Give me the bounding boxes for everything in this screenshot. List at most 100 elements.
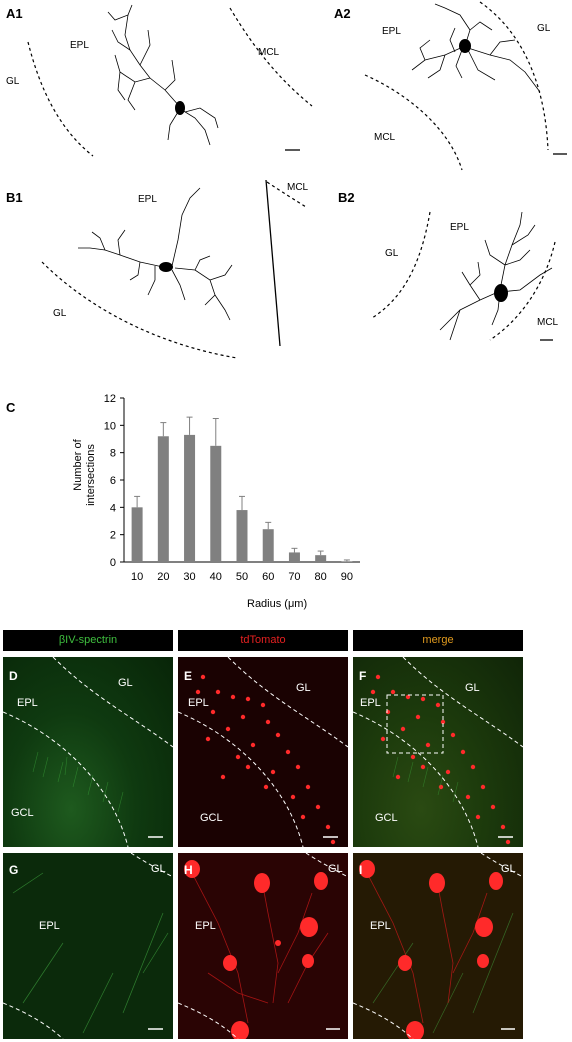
bar-chart: 0 2 4 6 8 10 12 10 20 30 40 50 60 70 80 90 [104,393,360,583]
y-tick-label: 2 [110,530,116,542]
labeled-cell [370,689,376,695]
bar [236,510,248,562]
labeled-cell [210,709,216,715]
region-label: EPL [382,26,401,37]
panel-letter: H [184,863,193,877]
panel-letter: E [184,669,193,683]
panel-letter: A2 [334,6,351,21]
labeled-cell [385,709,391,715]
x-tick-label: 20 [157,571,169,583]
labeled-cell [235,754,241,760]
y-tick-label: 0 [110,557,116,569]
panel-letter: A1 [6,6,23,21]
labeled-cell [490,804,496,810]
region-label: GL [465,682,480,694]
labeled-cell [195,689,201,695]
bar [157,436,169,562]
micrograph-h: H EPL GL [178,853,348,1039]
region-label: EPL [138,194,157,205]
region-label: EPL [360,697,381,709]
region-label: EPL [195,920,216,932]
labeled-cell [435,702,441,708]
labeled-cell [420,696,426,702]
region-label: GL [296,682,311,694]
labeled-cell [380,736,386,742]
micrograph-d: D EPL GL GCL [3,657,173,847]
labeled-cell [260,702,266,708]
x-tick-label: 50 [236,571,248,583]
labeled-cell [245,764,251,770]
labeled-cell [420,764,426,770]
region-label: GL [385,248,399,259]
labeled-cell [305,784,311,790]
region-label: GCL [375,812,398,824]
x-tick-label: 60 [262,571,274,583]
micrograph-i: I EPL GL [353,853,523,1039]
labeled-cell [440,719,446,725]
header-merge: merge [353,630,523,651]
bar [184,434,196,562]
x-tick-label: 40 [210,571,222,583]
labeled-cell [325,824,331,830]
labeled-cell [460,749,466,755]
labeled-cell [505,839,511,845]
labeled-cell [240,714,246,720]
header-bivspectrin: βIV-spectrin [3,630,173,651]
bar [210,445,222,562]
labeled-cell [400,726,406,732]
bar [315,555,327,562]
labeled-cell [263,784,269,790]
y-tick-label: 10 [104,420,116,432]
x-tick-label: 80 [315,571,327,583]
labeled-cell [425,742,431,748]
labeled-cell [475,814,481,820]
labeled-cell [480,784,486,790]
labeled-cell [450,732,456,738]
region-label: EPL [39,920,60,932]
region-label: EPL [188,697,209,709]
labeled-cell [375,674,381,680]
region-label: EPL [450,222,469,233]
labeled-cell [270,769,276,775]
labeled-cell [330,839,336,845]
neuron-tracing [41,179,307,359]
labeled-cell [215,689,221,695]
header-tdtomato: tdTomato [178,630,348,651]
micrograph-g: G EPL GL [3,853,173,1039]
panel-letter: F [359,669,367,683]
x-tick-label: 30 [183,571,195,583]
panel-letter: I [359,863,363,877]
y-tick-label: 6 [110,475,116,487]
labeled-cell [205,736,211,742]
region-label: GL [6,76,20,87]
region-label: MCL [537,317,559,328]
header-label: βIV-spectrin [58,634,118,646]
panel-letter: B2 [338,190,355,205]
labeled-cell [220,774,226,780]
labeled-cell [225,726,231,732]
region-label: MCL [374,132,396,143]
labeled-cell [445,769,451,775]
bar [341,561,353,562]
region-label: GL [151,863,166,875]
labeled-cell [470,764,476,770]
labeled-cell [415,714,421,720]
bar [288,552,300,562]
region-label: GCL [11,807,34,819]
labeled-cell [245,696,251,702]
region-label: EPL [70,40,89,51]
labeled-cell [300,814,306,820]
micrograph-e: E EPL GL GCL [178,657,348,847]
labeled-cell [410,754,416,760]
x-tick-label: 70 [288,571,300,583]
region-label: EPL [370,920,391,932]
panel-letter: B1 [6,190,23,205]
neuron-tracing [371,211,556,341]
labeled-cell [500,824,506,830]
labeled-cell [405,694,411,700]
labeled-cell [395,774,401,780]
x-tick-label: 90 [341,571,353,583]
labeled-cell [275,732,281,738]
region-label: MCL [258,47,280,58]
panel-letter: G [9,863,19,877]
